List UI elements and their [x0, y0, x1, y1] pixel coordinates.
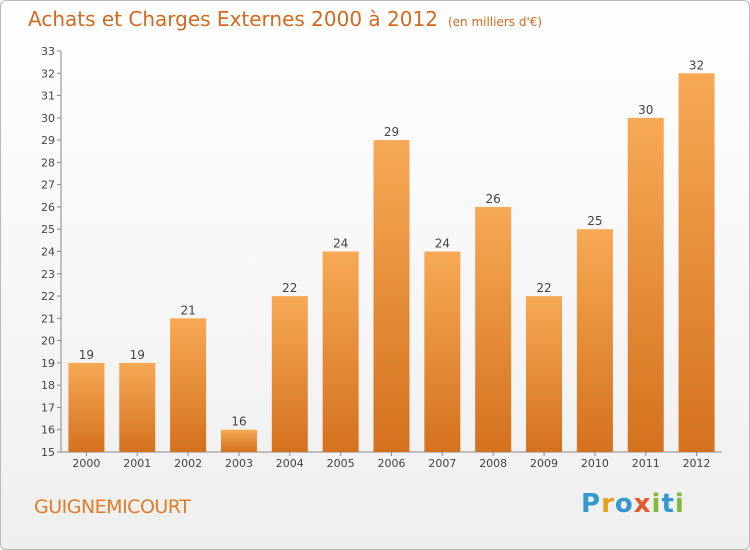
y-tick-label: 24 — [41, 246, 55, 259]
bar-2004 — [271, 296, 308, 452]
y-tick-label: 33 — [41, 45, 55, 58]
data-label-2011: 30 — [638, 103, 653, 117]
data-label-2008: 26 — [486, 192, 501, 206]
x-tick-label-2003: 2003 — [225, 457, 253, 470]
y-tick-label: 23 — [41, 268, 55, 281]
x-tick-label-2008: 2008 — [479, 457, 507, 470]
data-label-2010: 25 — [587, 214, 602, 228]
data-label-2005: 24 — [333, 237, 348, 251]
bar-2012 — [678, 73, 715, 453]
x-tick-label-2012: 2012 — [683, 457, 711, 470]
data-label-2002: 21 — [180, 303, 195, 317]
logo-letter: t — [661, 489, 675, 519]
data-label-2001: 19 — [130, 348, 145, 362]
x-tick-label-2005: 2005 — [327, 457, 355, 470]
data-label-2006: 29 — [384, 125, 399, 139]
x-tick-label-2009: 2009 — [530, 457, 558, 470]
data-label-2012: 32 — [689, 58, 704, 72]
bar-chart: 15 16 17 18 19 20 21 22 23 24 25 26 27 28 29 30 31 32 33 19… — [41, 45, 722, 470]
y-tick-label: 20 — [41, 335, 55, 348]
x-tick-label-2002: 2002 — [174, 457, 202, 470]
x-tick-label-2004: 2004 — [276, 457, 304, 470]
logo-letter: r — [601, 489, 615, 519]
bar-2000 — [68, 362, 105, 452]
logo-letter: x — [633, 489, 652, 519]
y-tick-label: 30 — [41, 112, 55, 125]
bar-2002 — [170, 318, 207, 452]
y-tick-label: 17 — [41, 401, 55, 414]
chart-title-text: Achats et Charges Externes 2000 à 2012 — [28, 7, 438, 31]
bar-2003 — [220, 429, 257, 452]
data-label-2000: 19 — [79, 348, 94, 362]
logo-letter: i — [651, 489, 662, 519]
data-label-2004: 22 — [282, 281, 297, 295]
logo-letter: i — [674, 489, 685, 519]
y-tick-label: 28 — [41, 156, 55, 169]
commune-name: GUIGNEMICOURT — [34, 496, 191, 518]
y-tick-label: 18 — [41, 379, 55, 392]
y-tick-label: 29 — [41, 134, 55, 147]
y-tick-label: 15 — [41, 446, 55, 459]
proxiti-logo: Proxiti — [581, 489, 685, 519]
y-tick-label: 26 — [41, 201, 55, 214]
logo-letter: o — [614, 489, 634, 519]
x-tick-label-2007: 2007 — [428, 457, 456, 470]
bar-2008 — [475, 206, 512, 452]
y-tick-label: 27 — [41, 179, 55, 192]
data-label-2007: 24 — [435, 237, 450, 251]
bar-2010 — [576, 229, 613, 452]
x-tick-label-2006: 2006 — [378, 457, 406, 470]
bar-2007 — [424, 251, 461, 452]
bar-2009 — [526, 296, 563, 452]
data-label-2009: 22 — [536, 281, 551, 295]
bar-2006 — [373, 140, 410, 452]
y-tick-label: 22 — [41, 290, 55, 303]
x-tick-label-2000: 2000 — [72, 457, 100, 470]
y-tick-label: 21 — [41, 312, 55, 325]
x-tick-label-2001: 2001 — [123, 457, 151, 470]
x-tick-label-2011: 2011 — [632, 457, 660, 470]
chart-title: Achats et Charges Externes 2000 à 2012 (e… — [28, 7, 542, 31]
logo-letter: P — [581, 489, 602, 519]
y-tick-label: 25 — [41, 223, 55, 236]
bar-2005 — [322, 251, 359, 452]
y-tick-label: 32 — [41, 67, 55, 80]
bar-2011 — [627, 117, 664, 452]
bar-2001 — [119, 362, 156, 452]
data-label-2003: 16 — [231, 415, 246, 429]
y-tick-label: 31 — [41, 90, 55, 103]
chart-unit: (en milliers d'€) — [447, 15, 543, 29]
y-tick-label: 16 — [41, 424, 55, 437]
y-tick-label: 19 — [41, 357, 55, 370]
x-tick-label-2010: 2010 — [581, 457, 609, 470]
